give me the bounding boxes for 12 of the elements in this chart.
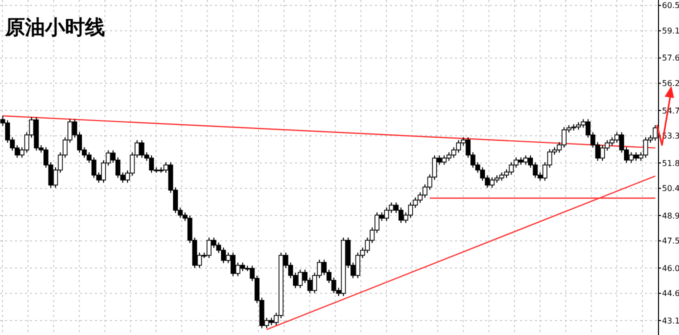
y-tick-label: 60.5 (662, 1, 679, 10)
y-tick-label: 43.1 (662, 316, 679, 326)
y-tick-label: 44.6 (662, 289, 679, 298)
y-tick-label: 50.4 (662, 184, 679, 194)
y-tick-label: 46.0 (662, 264, 679, 273)
y-tick-label: 47.5 (662, 236, 679, 246)
y-tick-label: 56.2 (662, 79, 679, 88)
y-tick-label: 57.6 (662, 54, 679, 63)
text: 原油小时线 (4, 15, 105, 39)
y-tick-label: 48.9 (662, 211, 679, 220)
y-tick-label: 51.8 (662, 158, 679, 168)
y-tick-label: 59.1 (662, 26, 679, 36)
